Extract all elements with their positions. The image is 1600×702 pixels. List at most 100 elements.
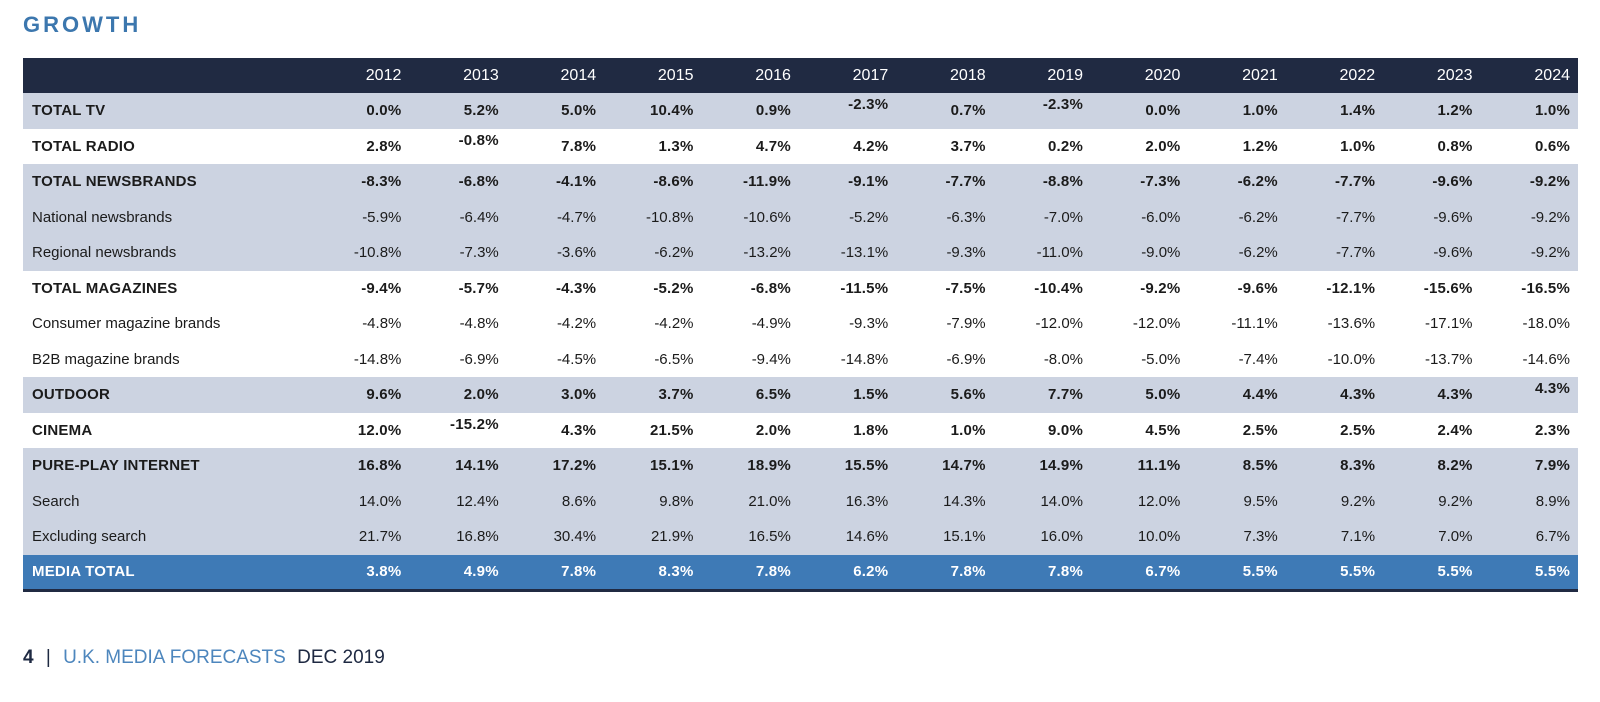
value-cell: -11.5% xyxy=(840,279,889,297)
value-cell: 5.5% xyxy=(1437,563,1473,580)
year-header: 2021 xyxy=(1188,58,1286,93)
value-cell: 7.8% xyxy=(561,137,597,155)
value-cell: 16.8% xyxy=(456,528,499,546)
year-header: 2015 xyxy=(604,58,702,93)
value-cell: 1.0% xyxy=(1535,102,1570,120)
value-cell: 8.2% xyxy=(1437,457,1473,475)
value-cell: -4.9% xyxy=(751,315,791,333)
value-cell: 1.2% xyxy=(1242,137,1278,155)
value-cell: 1.4% xyxy=(1340,102,1376,120)
value-cell: -7.4% xyxy=(1238,350,1278,368)
value-cell: -11.1% xyxy=(1231,315,1278,333)
table-row: TOTAL TV 0.0% 5.2% 5.0% 10.4% 0.9% -2.3% 0.7% -2… xyxy=(23,93,1578,129)
value-cell: 0.9% xyxy=(755,102,791,120)
value-cell: 9.2% xyxy=(1438,492,1473,510)
value-cell: 8.9% xyxy=(1535,492,1570,510)
value-cell: -6.9% xyxy=(946,350,986,368)
value-cell: -13.2% xyxy=(743,244,791,262)
value-cell: 8.5% xyxy=(1242,457,1278,475)
value-cell: 10.0% xyxy=(1137,528,1181,546)
value-cell: -18.0% xyxy=(1522,315,1570,333)
value-cell: 11.1% xyxy=(1137,457,1181,475)
value-cell: 0.0% xyxy=(366,102,402,120)
value-cell: 15.1% xyxy=(649,457,694,475)
table-row: PURE-PLAY INTERNET 16.8% 14.1% 17.2% 15.1% 18… xyxy=(23,448,1578,484)
value-cell: -4.7% xyxy=(556,208,597,226)
value-cell: 9.5% xyxy=(1243,492,1278,510)
value-cell: -10.6% xyxy=(743,208,791,226)
value-cell: -16.5% xyxy=(1521,279,1570,297)
table-row: TOTAL MAGAZINES -9.4% -5.7% -4.3% -5.2% -6.8%… xyxy=(23,270,1578,306)
value-cell: -14.8% xyxy=(353,350,402,368)
value-cell: 7.9% xyxy=(1535,457,1570,475)
value-cell: 4.7% xyxy=(755,137,791,155)
year-header: 2013 xyxy=(409,58,507,93)
value-cell: -7.3% xyxy=(459,244,499,262)
value-cell: -8.8% xyxy=(1042,173,1083,191)
value-cell: 1.0% xyxy=(1242,102,1278,120)
value-cell: -10.8% xyxy=(645,208,694,226)
value-cell: 3.7% xyxy=(658,386,694,404)
value-cell: -7.7% xyxy=(1334,173,1376,191)
value-cell: 2.8% xyxy=(366,137,402,155)
value-cell: 6.7% xyxy=(1145,563,1181,580)
value-cell: -9.3% xyxy=(946,244,986,262)
value-cell: 8.3% xyxy=(1340,457,1376,475)
edition-date: DEC 2019 xyxy=(297,647,385,668)
row-label: TOTAL TV xyxy=(32,102,106,120)
value-cell: 2.0% xyxy=(1145,137,1181,155)
value-cell: 7.7% xyxy=(1048,386,1083,404)
value-cell: 3.0% xyxy=(561,386,597,404)
value-cell: 1.0% xyxy=(1340,137,1376,155)
value-cell: 7.8% xyxy=(755,563,791,580)
value-cell: 17.2% xyxy=(552,457,597,475)
value-cell: 2.5% xyxy=(1340,421,1376,439)
row-label: Regional newsbrands xyxy=(32,244,177,262)
value-cell: -9.2% xyxy=(1140,279,1181,297)
value-cell: 0.8% xyxy=(1437,137,1473,155)
value-cell: -4.8% xyxy=(362,315,402,333)
value-cell: -9.3% xyxy=(849,315,889,333)
value-cell: -10.0% xyxy=(1327,350,1376,368)
row-label: TOTAL NEWSBRANDS xyxy=(32,173,197,191)
publication-link[interactable]: U.K. MEDIA FORECASTS xyxy=(63,647,286,668)
value-cell: -5.0% xyxy=(1141,350,1181,368)
value-cell: 1.8% xyxy=(853,421,889,439)
value-cell: -9.2% xyxy=(1530,208,1570,226)
value-cell: 9.6% xyxy=(366,386,402,404)
value-cell: 10.4% xyxy=(649,102,694,120)
row-label: B2B magazine brands xyxy=(32,350,180,368)
value-cell: 21.7% xyxy=(358,528,402,546)
year-header: 2012 xyxy=(312,58,410,93)
value-cell: 0.0% xyxy=(1145,102,1181,120)
table-row: Excluding search 21.7% 16.8% 30.4% 21.9% 16.5… xyxy=(23,519,1578,555)
value-cell: 0.2% xyxy=(1048,137,1083,155)
value-cell: -6.9% xyxy=(459,350,499,368)
value-cell: 2.5% xyxy=(1242,421,1278,439)
value-cell: 4.4% xyxy=(1242,386,1278,404)
value-cell: 15.5% xyxy=(844,457,889,475)
year-header: 2020 xyxy=(1091,58,1189,93)
value-cell: -4.3% xyxy=(555,279,597,297)
value-cell: -9.6% xyxy=(1432,173,1473,191)
value-cell: 5.0% xyxy=(1145,386,1181,404)
value-cell: -15.6% xyxy=(1423,279,1473,297)
table-row: OUTDOOR 9.6% 2.0% 3.0% 3.7% 6.5% 1.5% 5.6% 7.7% 5… xyxy=(23,377,1578,413)
value-cell: 12.0% xyxy=(1137,492,1181,510)
value-cell: -5.9% xyxy=(362,208,402,226)
value-cell: -7.0% xyxy=(1043,208,1083,226)
row-label: CINEMA xyxy=(32,421,93,439)
value-cell: -7.5% xyxy=(945,279,986,297)
value-cell: 5.5% xyxy=(1340,563,1376,580)
value-cell: 9.2% xyxy=(1340,492,1376,510)
value-cell: -9.4% xyxy=(361,279,402,297)
value-cell: 14.1% xyxy=(455,457,499,475)
value-cell: 9.0% xyxy=(1048,421,1083,439)
table-row: Consumer magazine brands -4.8% -4.8% -4.2% -… xyxy=(23,306,1578,342)
value-cell: -7.7% xyxy=(1335,208,1376,226)
value-cell: 1.5% xyxy=(853,386,889,404)
value-cell: 9.8% xyxy=(659,492,694,510)
row-label: Excluding search xyxy=(32,528,147,546)
value-cell: 1.3% xyxy=(658,137,694,155)
